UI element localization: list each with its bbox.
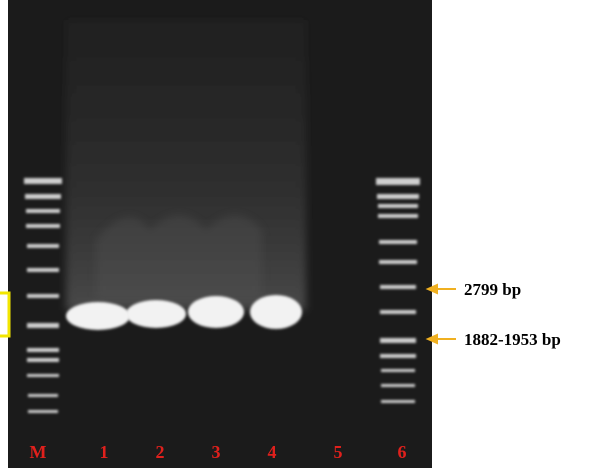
smears — [66, 20, 306, 310]
ladder-bands — [24, 178, 420, 413]
lane-label: 1 — [100, 442, 109, 462]
arrows — [425, 283, 456, 345]
lane-label: 2 — [156, 442, 165, 462]
lane-label: 5 — [334, 442, 343, 462]
bracket — [0, 291, 11, 338]
marker-label: 1882-1953 bp — [464, 330, 561, 349]
lane-label: M — [30, 442, 47, 462]
lane-label: 6 — [398, 442, 407, 462]
lane-label: 3 — [212, 442, 221, 462]
lane-label: 4 — [268, 442, 277, 462]
sample-bands — [66, 295, 302, 330]
marker-label: 2799 bp — [464, 280, 521, 299]
